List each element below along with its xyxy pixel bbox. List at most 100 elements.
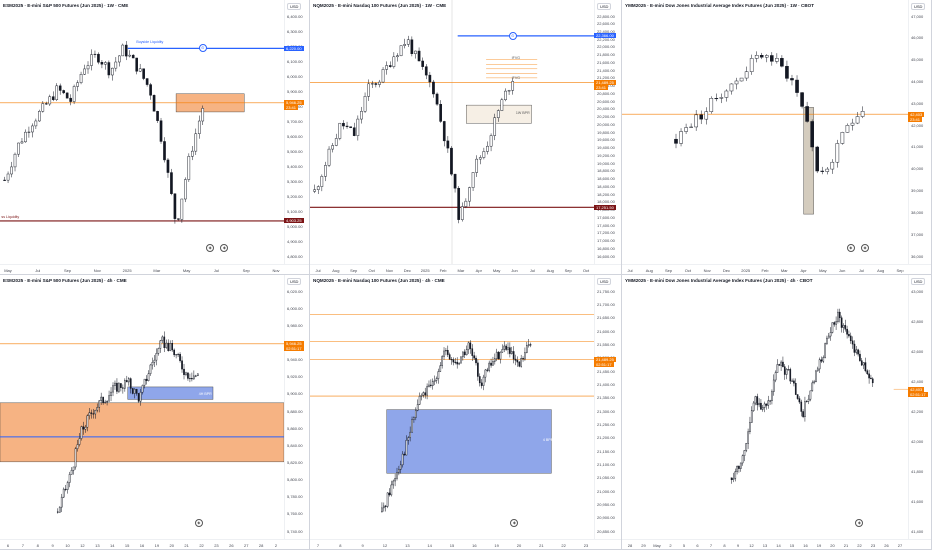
price-tick-label: 5,980.00: [287, 322, 303, 328]
price-axis[interactable]: [284, 275, 309, 549]
price-tick-label: 22,800.00: [597, 13, 615, 19]
event-marker-icon[interactable]: ◈: [206, 244, 215, 252]
chart-panel-2[interactable]: ⊙ IFVG IFVG 1W BPR NQM2025 · E-mini Nasdaq 1…: [310, 0, 622, 275]
price-axis[interactable]: [594, 275, 621, 549]
currency-badge[interactable]: USD: [287, 278, 302, 285]
zone-box: [386, 409, 552, 474]
event-marker-icon[interactable]: ◈: [861, 244, 870, 252]
event-marker-icon[interactable]: ◈: [846, 244, 855, 252]
price-label: 17,251.50: [594, 204, 616, 210]
bar-countdown-label: 23:41: [594, 84, 609, 90]
candlestick-plot[interactable]: [0, 275, 284, 539]
candle-body: [381, 69, 385, 83]
candle-body: [349, 126, 352, 128]
event-marker-icon[interactable]: ◈: [220, 244, 229, 252]
candle-body: [804, 401, 806, 417]
candle-body: [98, 400, 101, 408]
time-tick-label: 9: [51, 543, 54, 548]
price-tick-label: 47,000: [911, 13, 924, 19]
price-tick-label: 21,550.00: [597, 341, 615, 347]
candle-body: [511, 81, 515, 91]
event-marker-icon[interactable]: ◈: [855, 519, 864, 527]
currency-badge[interactable]: USD: [287, 3, 302, 10]
price-tick-label: 6,000.00: [287, 73, 303, 79]
candle-body: [406, 39, 410, 45]
candle-body: [477, 362, 479, 377]
price-tick-label: 42,600: [911, 348, 924, 354]
time-tick-label: 7: [709, 543, 713, 548]
candle-body: [86, 65, 90, 70]
price-tick-label: 19,800.00: [597, 129, 615, 135]
event-marker-icon[interactable]: ◈: [194, 519, 203, 527]
candle-body: [736, 465, 738, 472]
time-tick-label: 14: [109, 543, 115, 548]
candle-body: [62, 90, 65, 94]
candle-body: [835, 321, 837, 325]
time-axis[interactable]: May Jul Sep Nov 2025 Mar May Jul Sep Nov: [0, 264, 309, 274]
candle-body: [20, 141, 24, 144]
symbol-title[interactable]: ESM2025 · E-mini S&P 500 Futures (Jun 20…: [3, 3, 129, 8]
price-tick-label: 21,050.00: [597, 475, 615, 481]
price-tick-label: 5,300.00: [287, 178, 303, 184]
time-tick-label: 28: [627, 543, 633, 548]
currency-badge[interactable]: USD: [597, 3, 612, 10]
candle-body: [104, 401, 106, 404]
chart-panel-1[interactable]: ⊙ ◈ ◈ Buyside Liquidity ss Liquidity ESM2025 …: [0, 0, 310, 275]
candlestick-plot[interactable]: [622, 275, 908, 539]
candlestick-plot[interactable]: [310, 0, 594, 264]
price-axis[interactable]: [908, 275, 931, 549]
candle-body: [386, 492, 389, 507]
price-tick-label: 21,650.00: [597, 315, 615, 321]
candle-body: [422, 392, 425, 396]
symbol-title[interactable]: YMM2025 · E-mini Dow Jones Industrial Av…: [625, 278, 813, 283]
symbol-title[interactable]: NQM2025 · E-mini Nasdaq 100 Futures (Jun…: [313, 278, 445, 283]
candlestick-plot[interactable]: [622, 0, 908, 264]
candle-body: [714, 98, 719, 100]
chart-panel-5[interactable]: ◈ 4 BPR NQM2025 · E-mini Nasdaq 100 Future…: [310, 275, 622, 550]
time-axis[interactable]: 6 7 8 9 10 12 13 14 15 16 19 20 21 22 23 26 27 28 2: [0, 539, 309, 549]
chart-panel-6[interactable]: ◈ YMM2025 · E-mini Dow Jones Industrial A…: [622, 275, 932, 550]
time-tick-label: 19: [816, 543, 822, 548]
time-axis[interactable]: 7 8 9 12 13 14 15 16 19 20 21 22 23: [310, 539, 621, 549]
candle-body: [439, 103, 443, 122]
candle-body: [79, 74, 83, 83]
time-axis[interactable]: 28 29 May 2 5 6 7 8 9 12 13 14 15 16 19 20 21 22 23 26 27: [622, 539, 931, 549]
price-axis[interactable]: [594, 0, 621, 274]
price-axis[interactable]: [284, 0, 309, 274]
price-label: 22,366.00: [594, 33, 616, 39]
price-tick-label: 43,000: [911, 100, 924, 106]
candle-body: [58, 85, 62, 91]
time-tick-label: 21: [184, 543, 189, 548]
event-marker-icon[interactable]: ◈: [510, 519, 519, 527]
price-tick-label: 19,000.00: [597, 160, 615, 166]
time-tick-label: 2: [274, 543, 278, 548]
candle-body: [106, 400, 108, 403]
candle-body: [840, 317, 843, 328]
candle-body: [793, 380, 795, 384]
time-tick-label: 2025: [741, 268, 751, 273]
chart-panel-4[interactable]: ◈ 4H BPR ESM2025 · E-mini S&P 500 Futures …: [0, 275, 310, 550]
alert-marker-icon[interactable]: ⊙: [198, 44, 207, 53]
symbol-title[interactable]: ESM2025 · E-mini S&P 500 Futures (Jun 20…: [3, 278, 127, 283]
chart-panel-3[interactable]: ◈ ◈ YMM2025 · E-mini Dow Jones Industrial …: [622, 0, 932, 275]
candle-body: [110, 391, 112, 396]
candlestick-plot[interactable]: [0, 0, 284, 264]
time-tick-label: Oct: [582, 268, 590, 273]
candle-body: [750, 410, 753, 423]
symbol-title[interactable]: NQM2025 · E-mini Nasdaq 100 Futures (Jun…: [313, 3, 447, 8]
candlestick-plot[interactable]: [310, 275, 594, 539]
candle-body: [453, 173, 457, 189]
time-axis[interactable]: Jul Aug Sep Oct Nov Dec 2025 Feb Mar Apr May Jun Jul…: [310, 264, 621, 274]
currency-badge[interactable]: USD: [911, 278, 926, 285]
alert-marker-icon[interactable]: ⊙: [508, 31, 517, 40]
candle-body: [97, 53, 100, 63]
currency-badge[interactable]: USD: [597, 278, 612, 285]
price-axis[interactable]: [908, 0, 931, 274]
price-tick-label: 5,900.00: [287, 391, 303, 397]
symbol-title[interactable]: YMM2025 · E-mini Dow Jones Industrial Av…: [625, 3, 815, 8]
candle-body: [851, 340, 854, 345]
time-axis[interactable]: Jul Aug Sep Oct Nov Dec 2025 Feb Mar Apr May Jun Jul…: [622, 264, 931, 274]
candle-body: [107, 62, 111, 76]
candle-body: [17, 142, 20, 155]
currency-badge[interactable]: USD: [911, 3, 926, 10]
